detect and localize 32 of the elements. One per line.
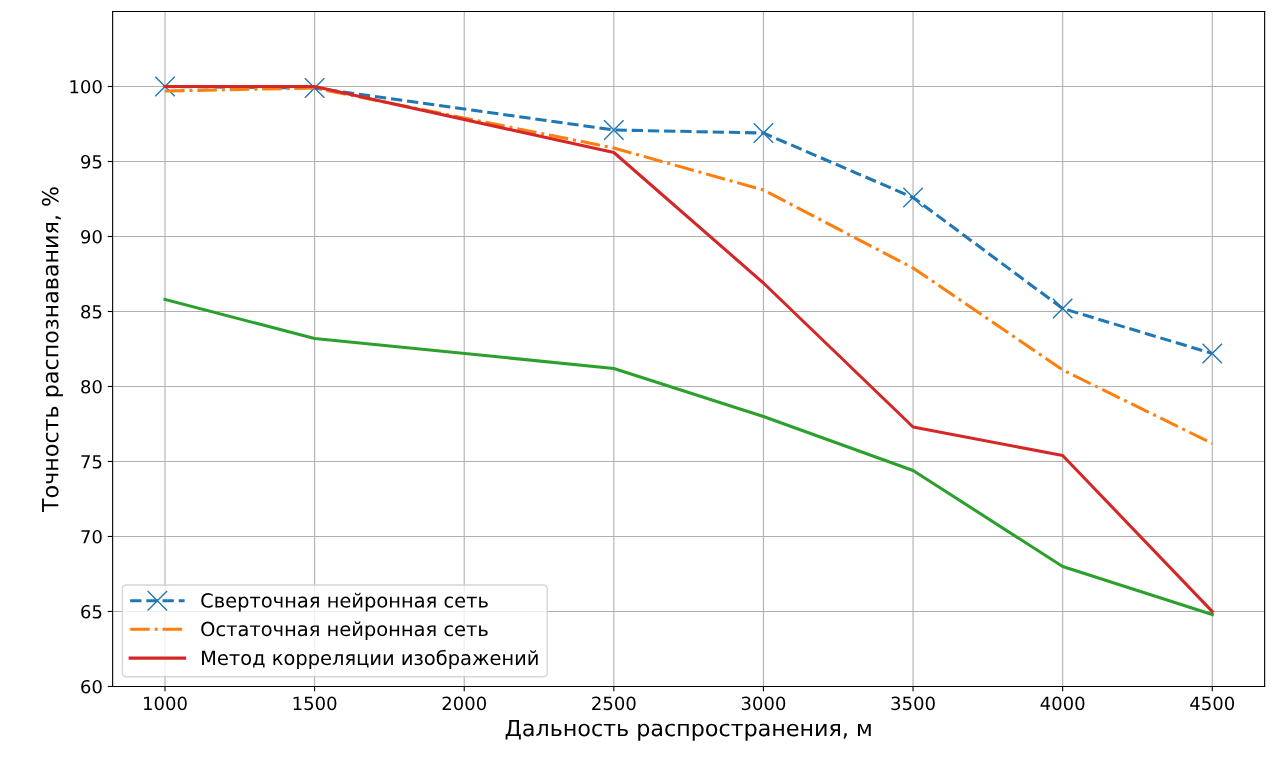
x-tick-label: 2500 [592,696,636,711]
point [1201,343,1223,364]
y-tick-label: 60 [81,679,102,694]
line-series [163,297,1214,616]
x-tick-label: 3500 [891,696,935,711]
line-series [163,86,1214,446]
point [154,76,176,97]
x-tick-label: 1000 [144,696,187,711]
x-tick-label: 1500 [293,696,337,711]
x-tick-label: 2000 [442,696,486,711]
y-axis-title: Точность распознавания, % [41,187,63,513]
legend-label: Метод корреляции изображений [202,649,538,669]
x-axis-title: Дальность распространения, м [505,719,871,741]
y-tick-label: 100 [70,79,102,94]
point [603,119,625,141]
legend-label: Сверточная нейронная сеть [201,592,488,612]
x-tick-label: 4000 [1040,696,1085,711]
y-tick-label: 70 [81,529,102,544]
y-tick-label: 90 [81,229,102,244]
point [304,77,326,99]
y-tick-label: 80 [81,379,102,394]
line-series [163,84,1214,613]
legend-label: Остаточная нейронная сеть [201,621,488,641]
point [1052,298,1074,319]
point [902,187,924,208]
point [753,122,774,144]
y-tick-label: 85 [81,304,102,319]
y-tick-label: 65 [81,604,102,619]
x-tick-label: 4500 [1190,696,1235,711]
y-tick-label: 95 [81,154,102,169]
x-tick-label: 3000 [741,696,786,711]
y-tick-label: 75 [81,455,102,469]
